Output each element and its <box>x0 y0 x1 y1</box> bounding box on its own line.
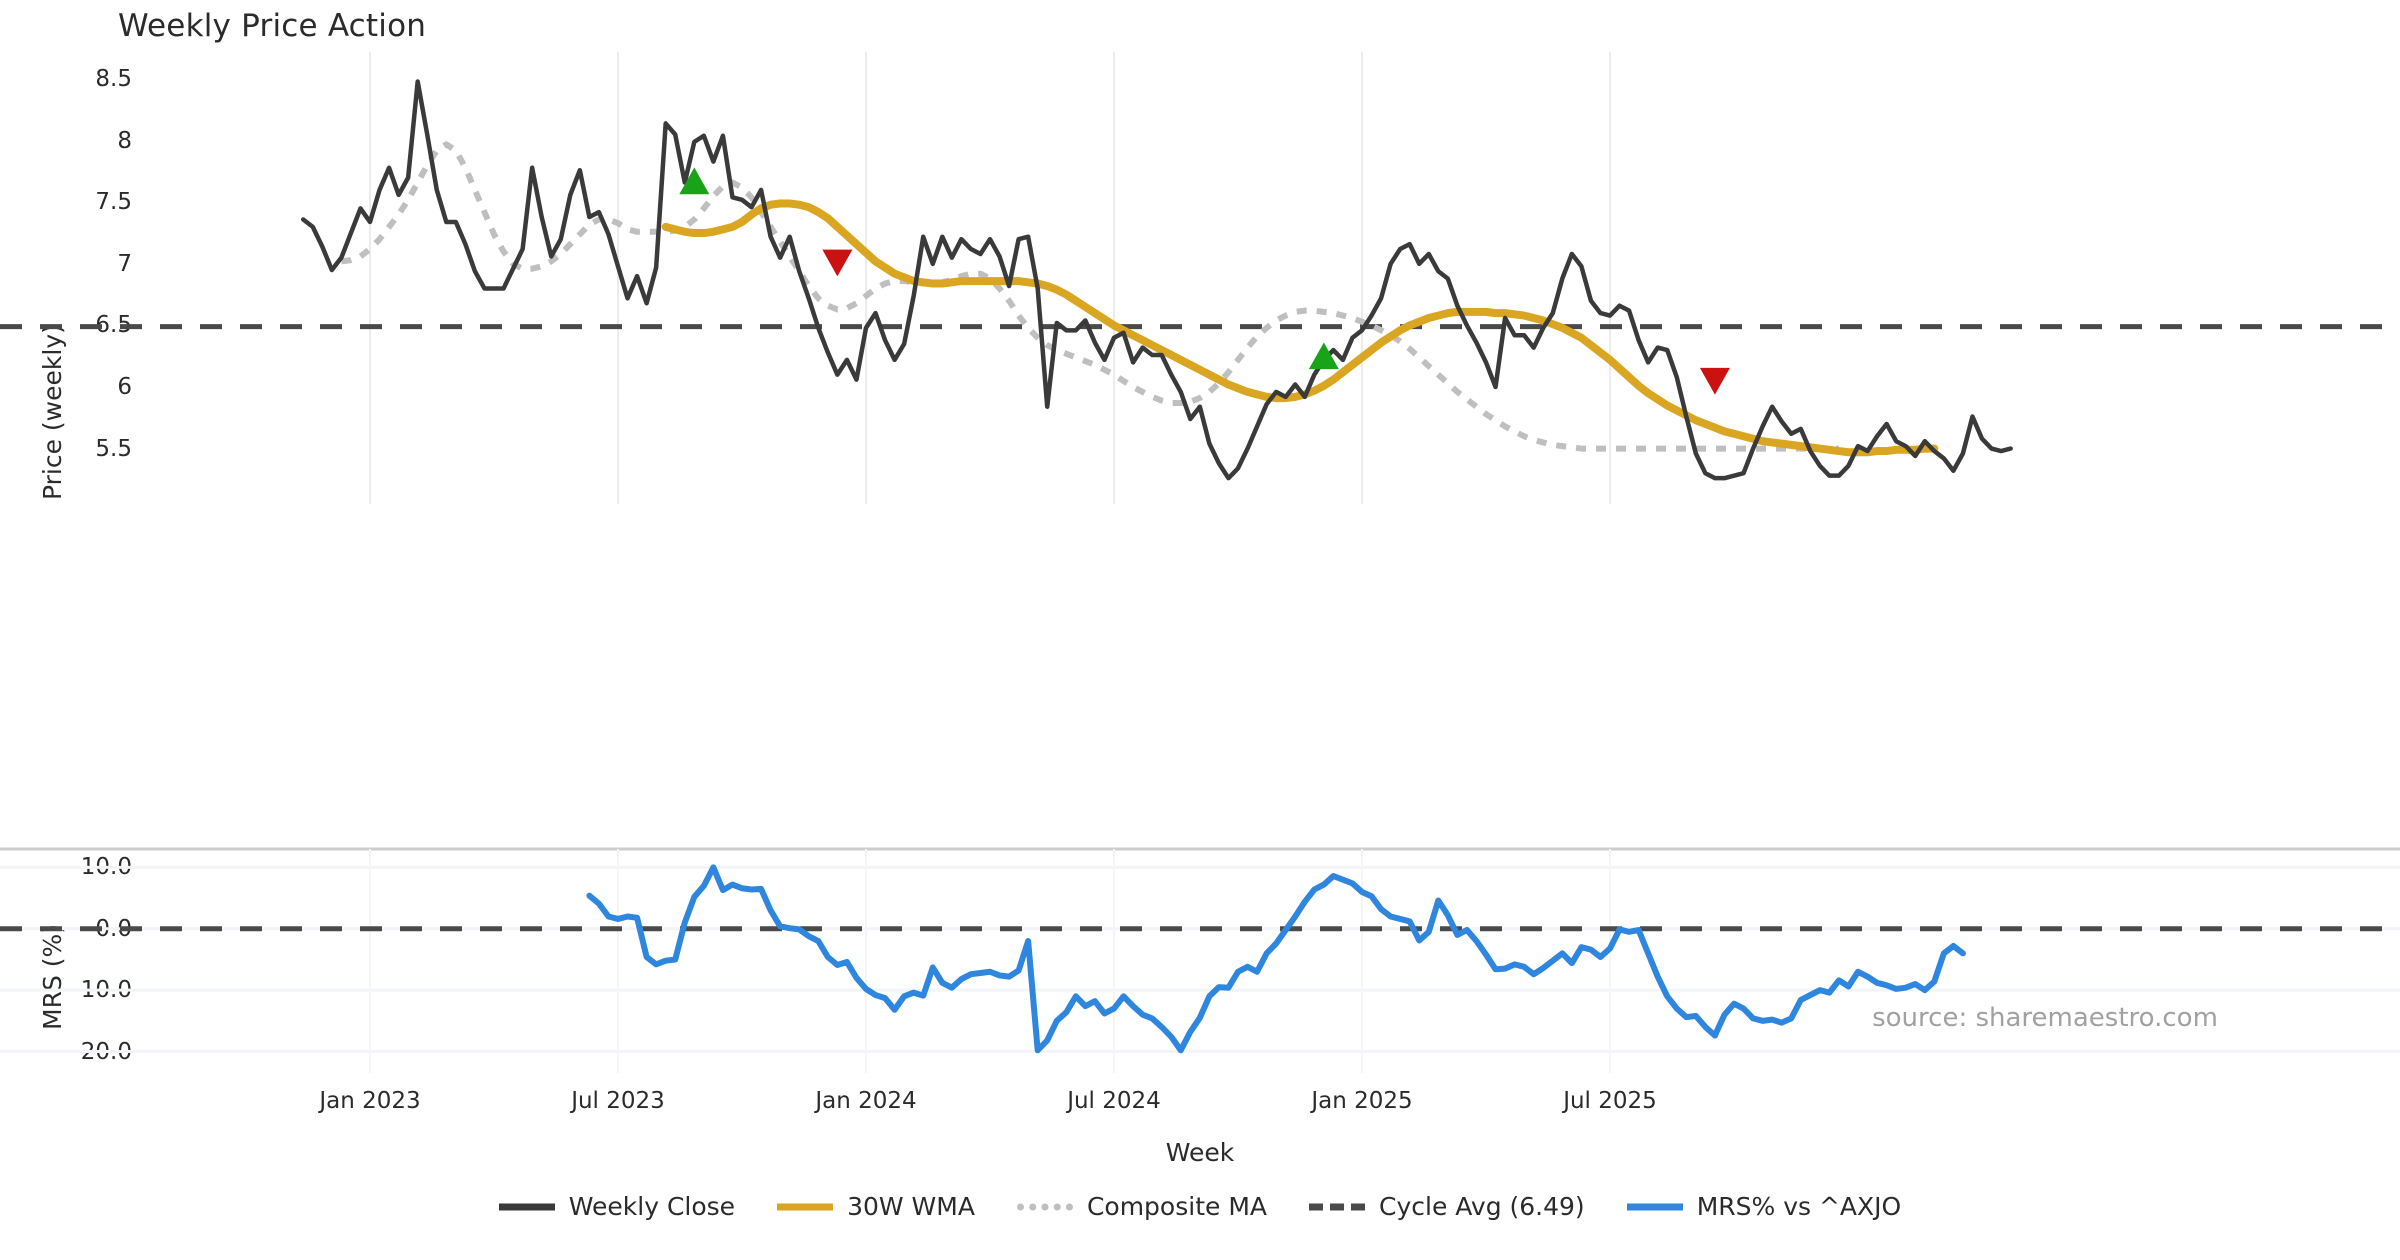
mrs-plot-area <box>0 847 2400 1073</box>
chart-title: Weekly Price Action <box>118 8 427 44</box>
price-y-tick: 5.5 <box>95 435 132 462</box>
legend-label: Weekly Close <box>568 1192 736 1221</box>
price-axis-label: Price (weekly) <box>38 324 67 500</box>
legend-swatch-icon <box>777 1196 834 1218</box>
price-y-tick: 8 <box>117 127 132 154</box>
buy-signal-marker <box>679 167 710 195</box>
legend-item-mrs-vs-axjo[interactable]: MRS% vs ^AXJO <box>1626 1192 1902 1221</box>
chart-legend: Weekly Close 30W WMA Composite MA Cycle Avg… <box>0 1192 2400 1221</box>
legend-item-30w-wma[interactable]: 30W WMA <box>777 1192 975 1221</box>
legend-swatch-icon <box>1626 1196 1683 1218</box>
series-30w-wma <box>661 199 1939 457</box>
x-axis-label: Week <box>1165 1138 1235 1167</box>
legend-item-composite-ma[interactable]: Composite MA <box>1016 1192 1267 1221</box>
x-tick: Jul 2024 <box>1067 1088 1161 1114</box>
legend-label: MRS% vs ^AXJO <box>1696 1192 1902 1221</box>
x-tick: Jul 2025 <box>1563 1088 1657 1114</box>
price-plot-svg <box>0 52 2400 504</box>
x-tick: Jan 2025 <box>1311 1088 1413 1114</box>
legend-item-weekly-close[interactable]: Weekly Close <box>498 1192 736 1221</box>
x-tick: Jan 2023 <box>319 1088 421 1114</box>
price-plot-area <box>0 52 2400 504</box>
legend-swatch-icon <box>1016 1196 1073 1218</box>
source-watermark: source: sharemaestro.com <box>1872 1003 2218 1033</box>
sell-signal-marker <box>822 249 853 277</box>
sell-signal-marker <box>1699 367 1730 395</box>
price-y-tick: 8.5 <box>95 66 132 93</box>
series-composite-ma <box>340 141 1839 452</box>
mrs-plot-svg <box>0 847 2400 1073</box>
legend-label: Composite MA <box>1086 1192 1267 1221</box>
legend-swatch-icon <box>498 1196 555 1218</box>
legend-item-cycle-avg-6-49[interactable]: Cycle Avg (6.49) <box>1309 1192 1585 1221</box>
x-tick: Jan 2024 <box>815 1088 917 1114</box>
series-weekly-close <box>300 79 2013 481</box>
buy-signal-marker <box>1308 342 1339 370</box>
price-y-tick: 6 <box>117 373 132 400</box>
x-tick: Jul 2023 <box>571 1088 665 1114</box>
legend-swatch-icon <box>1309 1196 1365 1218</box>
price-y-tick: 7 <box>117 250 132 277</box>
series-mrs-vs-axjo <box>586 864 1966 1054</box>
price-y-tick: 7.5 <box>95 189 132 216</box>
legend-label: 30W WMA <box>847 1192 975 1221</box>
legend-label: Cycle Avg (6.49) <box>1379 1192 1585 1221</box>
